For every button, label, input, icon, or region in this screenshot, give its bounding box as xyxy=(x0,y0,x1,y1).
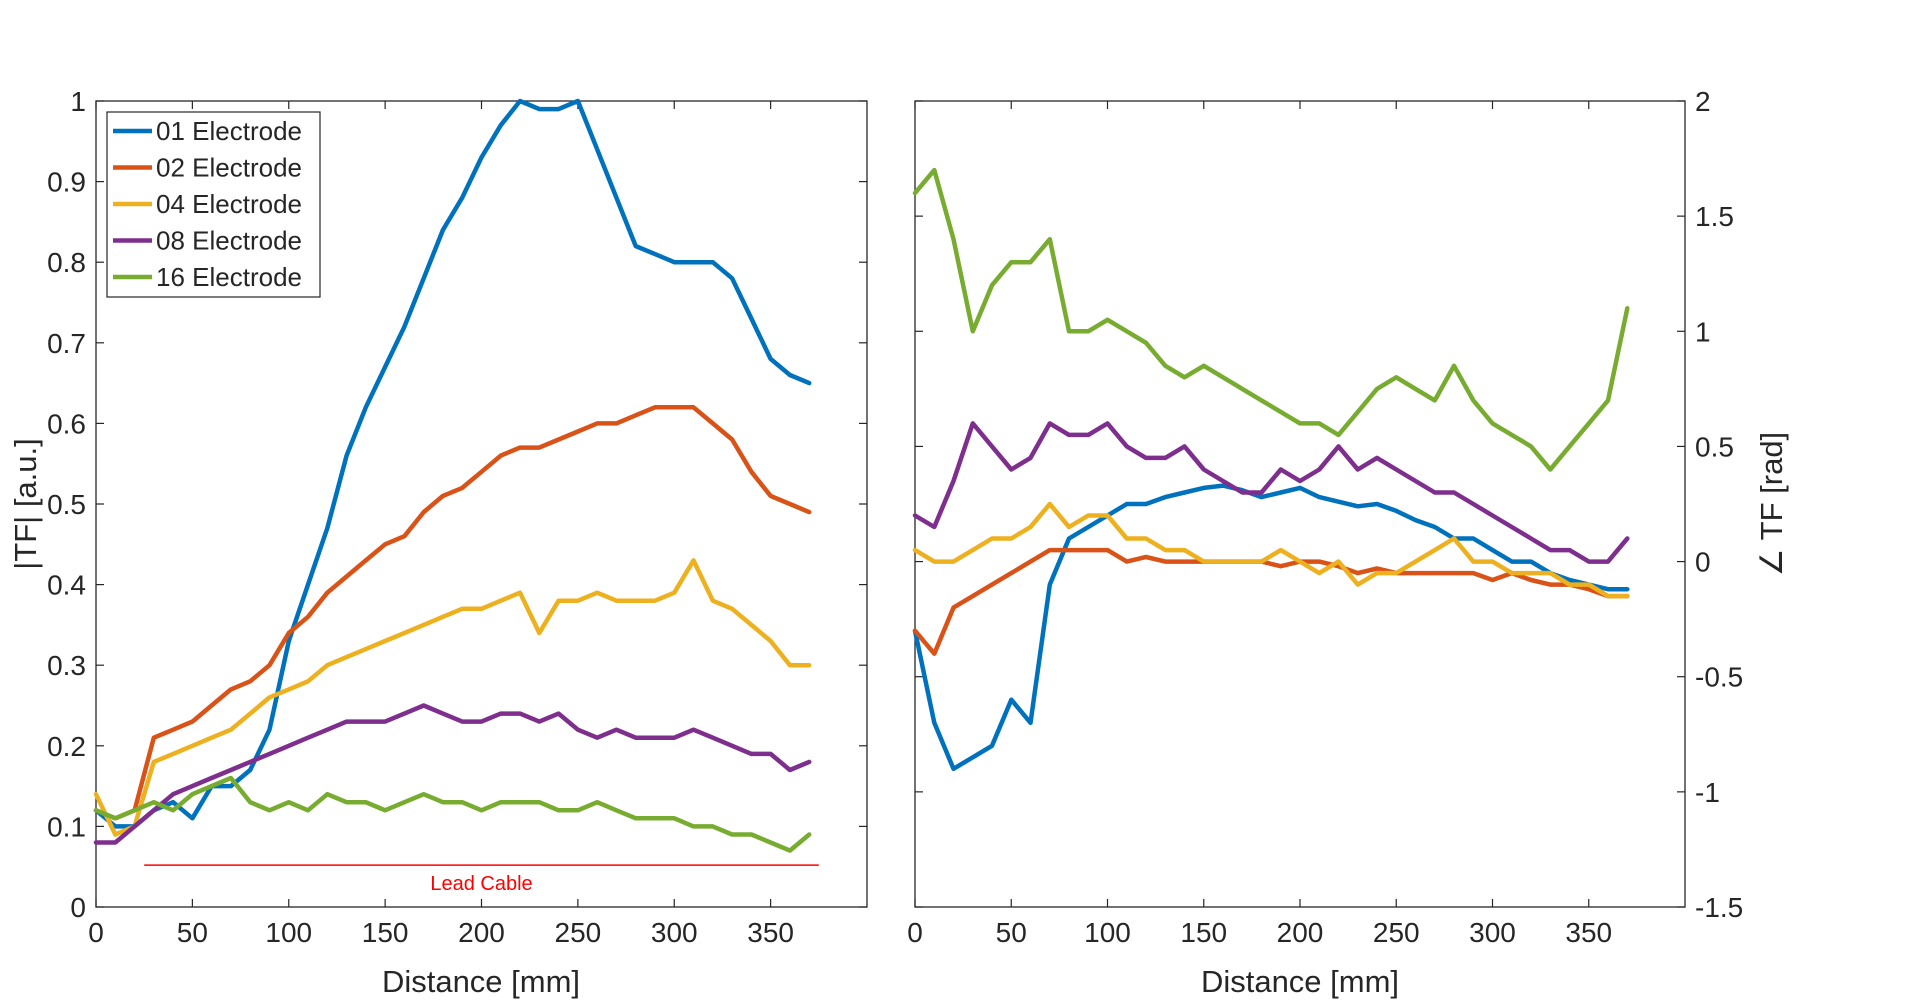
phase-x-tick-label: 200 xyxy=(1277,917,1324,948)
magnitude-series-08-electrode xyxy=(93,703,812,845)
magnitude-x-tick-label: 350 xyxy=(747,917,794,948)
phase-y-tick-label: 2 xyxy=(1695,86,1711,117)
phase-x-tick-label: 300 xyxy=(1469,917,1516,948)
magnitude-y-tick-label: 0.3 xyxy=(47,650,86,681)
phase-y-tick-labels: -1.5 -1 -0.5 0 0.5 1 1.5 2 xyxy=(1695,86,1743,923)
phase-x-tick-label: 350 xyxy=(1565,917,1612,948)
phase-x-tick-label: 0 xyxy=(907,917,923,948)
legend-label: 04 Electrode xyxy=(156,189,302,219)
phase-y-tick-label: 0.5 xyxy=(1695,431,1734,462)
phase-y-tick-label: -1 xyxy=(1695,777,1720,808)
legend-label: 02 Electrode xyxy=(156,153,302,183)
legend-label: 16 Electrode xyxy=(156,262,302,292)
phase-axes-box xyxy=(914,100,1686,908)
magnitude-x-tick-label: 0 xyxy=(88,917,104,948)
magnitude-y-tick-label: 0 xyxy=(70,892,86,923)
magnitude-x-tick-label: 300 xyxy=(651,917,698,948)
magnitude-x-tick-label: 150 xyxy=(362,917,409,948)
magnitude-y-tick-labels: 0 0.1 0.2 0.3 0.4 0.5 0.6 0.7 0.8 0.9 1 xyxy=(47,86,86,923)
magnitude-series-lines xyxy=(93,98,812,853)
phase-y-axis-label: ∠ TF [rad] xyxy=(1754,432,1789,576)
magnitude-tick-marks xyxy=(95,100,867,908)
phase-series-02-electrode xyxy=(912,547,1630,656)
magnitude-series-02-electrode xyxy=(93,405,812,821)
magnitude-y-axis-label: |TF| [a.u.] xyxy=(8,438,43,570)
magnitude-x-axis-label: Distance [mm] xyxy=(382,964,580,999)
phase-series-04-electrode xyxy=(912,501,1630,599)
magnitude-y-tick-label: 0.1 xyxy=(47,811,86,842)
phase-x-tick-label: 50 xyxy=(996,917,1027,948)
magnitude-y-tick-label: 0.4 xyxy=(47,570,86,601)
phase-x-tick-label: 250 xyxy=(1373,917,1420,948)
phase-x-axis-label: Distance [mm] xyxy=(1201,964,1399,999)
magnitude-y-tick-label: 0.2 xyxy=(47,731,86,762)
legend-label: 08 Electrode xyxy=(156,226,302,256)
magnitude-series-04-electrode xyxy=(93,558,812,837)
magnitude-x-tick-label: 50 xyxy=(177,917,208,948)
magnitude-y-tick-label: 0.6 xyxy=(47,408,86,439)
lead-cable-label: Lead Cable xyxy=(430,873,532,895)
phase-y-tick-label: -0.5 xyxy=(1695,662,1743,693)
phase-series-01-electrode xyxy=(912,483,1630,772)
phase-series-lines xyxy=(912,167,1630,772)
phase-panel: 0 50 100 150 200 250 300 350 -1.5 -1 -0.5 0 0.5 1 1.5… xyxy=(907,86,1789,999)
phase-tick-marks xyxy=(914,100,1685,908)
phase-y-tick-label: 1.5 xyxy=(1695,201,1734,232)
phase-x-tick-label: 150 xyxy=(1180,917,1227,948)
phase-series-08-electrode xyxy=(912,421,1630,564)
phase-y-tick-label: 1 xyxy=(1695,316,1711,347)
magnitude-panel: Lead Cable 0 50 100 150 200 250 300 350 0 0.1 0.2… xyxy=(8,86,868,999)
phase-x-tick-labels: 0 50 100 150 200 250 300 350 xyxy=(907,917,1612,948)
magnitude-y-tick-label: 1 xyxy=(70,86,86,117)
magnitude-x-tick-label: 100 xyxy=(265,917,312,948)
legend-items: 01 Electrode 02 Electrode 04 Electrode 08 E… xyxy=(113,116,302,292)
magnitude-x-tick-labels: 0 50 100 150 200 250 300 350 xyxy=(88,917,794,948)
phase-x-tick-label: 100 xyxy=(1084,917,1131,948)
magnitude-x-tick-label: 200 xyxy=(458,917,505,948)
magnitude-y-tick-label: 0.7 xyxy=(47,328,86,359)
magnitude-y-tick-label: 0.5 xyxy=(47,489,86,520)
phase-y-tick-label: 0 xyxy=(1695,547,1711,578)
magnitude-series-16-electrode xyxy=(93,775,812,853)
phase-y-tick-label: -1.5 xyxy=(1695,892,1743,923)
legend-label: 01 Electrode xyxy=(156,116,302,146)
legend: 01 Electrode 02 Electrode 04 Electrode 08 E… xyxy=(106,111,321,298)
lead-cable-annotation: Lead Cable xyxy=(144,864,819,895)
magnitude-x-tick-label: 250 xyxy=(555,917,602,948)
magnitude-y-tick-label: 0.9 xyxy=(47,167,86,198)
magnitude-y-tick-label: 0.8 xyxy=(47,247,86,278)
phase-series-16-electrode xyxy=(912,167,1630,472)
